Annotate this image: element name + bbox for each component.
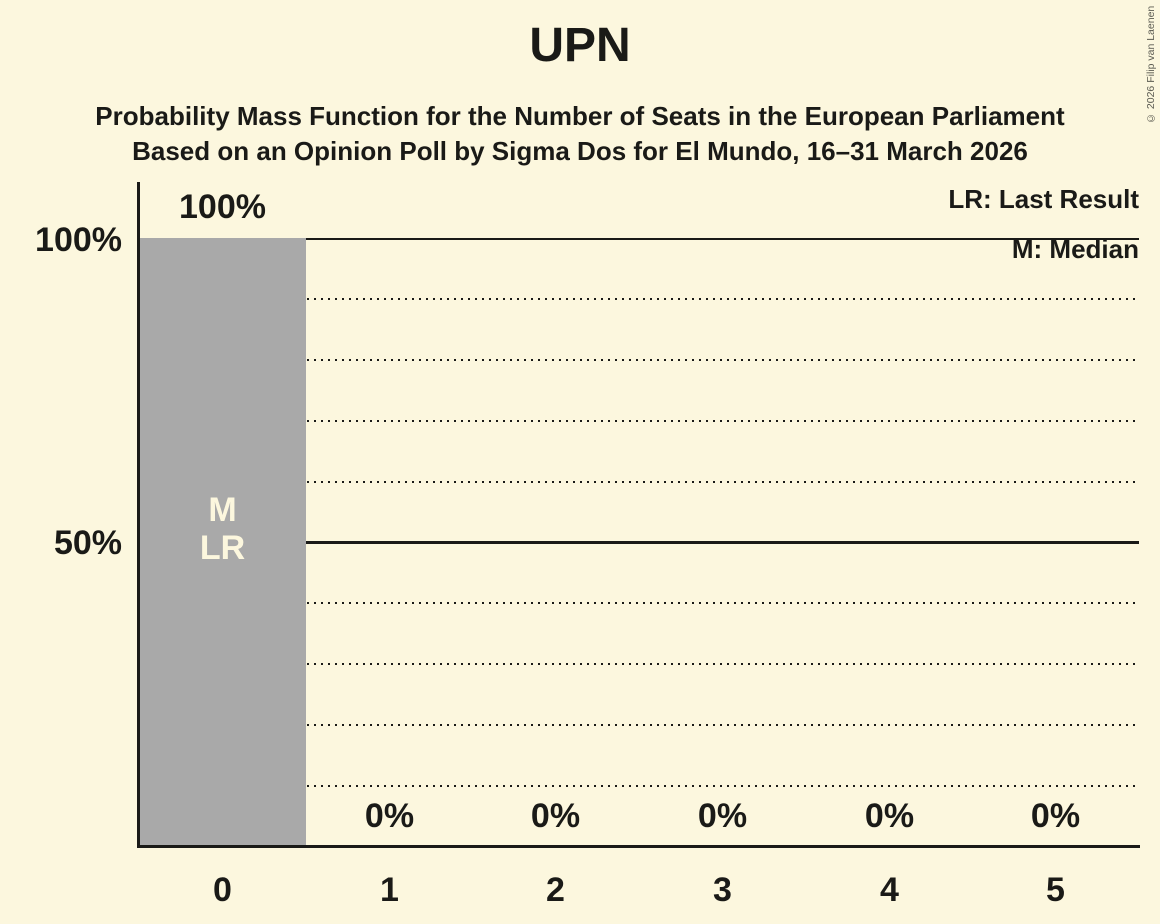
y-axis-label-50: 50% <box>53 524 122 562</box>
median-marker: M <box>208 491 237 529</box>
copyright-text: © 2026 Filip van Laenen <box>1145 5 1157 124</box>
value-label-seats-1: 0% <box>364 797 415 835</box>
bar-median-lastresult-annotation: M LR <box>139 491 306 567</box>
gridline-20pct <box>139 724 1139 726</box>
x-axis-line <box>137 845 1140 848</box>
gridline-30pct <box>139 663 1139 665</box>
chart-subtitle: Probability Mass Function for the Number… <box>95 101 1065 131</box>
x-tick-label-0: 0 <box>213 871 232 909</box>
plot-area: M LR <box>139 238 1139 847</box>
gridline-50pct <box>139 541 1139 544</box>
x-tick-label-3: 3 <box>713 871 732 909</box>
gridline-80pct <box>139 359 1139 361</box>
gridline-40pct <box>139 602 1139 604</box>
value-label-seats-2: 0% <box>530 797 581 835</box>
bar-seats-0: M LR <box>139 238 306 847</box>
gridline-70pct <box>139 420 1139 422</box>
x-tick-label-1: 1 <box>380 871 399 909</box>
y-axis-line <box>137 182 140 847</box>
value-label-seats-5: 0% <box>1030 797 1081 835</box>
x-tick-label-2: 2 <box>546 871 565 909</box>
last-result-marker: LR <box>199 529 246 567</box>
gridline-10pct <box>139 785 1139 787</box>
y-axis-label-100: 100% <box>35 221 122 259</box>
gridline-60pct <box>139 481 1139 483</box>
value-label-seats-3: 0% <box>697 797 748 835</box>
gridline-90pct <box>139 298 1139 300</box>
value-label-seats-0: 100% <box>179 188 266 226</box>
chart-title: UPN <box>529 19 631 72</box>
gridline-100pct <box>139 238 1139 240</box>
legend-last-result: LR: Last Result <box>948 184 1139 214</box>
chart-source-line: Based on an Opinion Poll by Sigma Dos fo… <box>132 136 1028 166</box>
x-tick-label-5: 5 <box>1046 871 1065 909</box>
value-label-seats-4: 0% <box>864 797 915 835</box>
x-tick-label-4: 4 <box>880 871 899 909</box>
